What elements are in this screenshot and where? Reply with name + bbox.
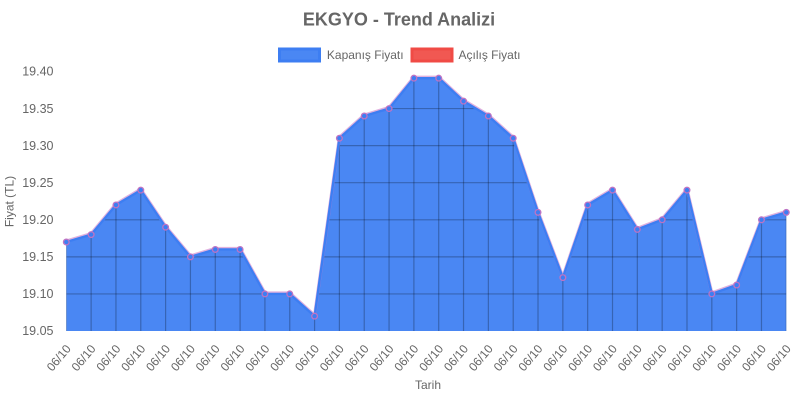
svg-text:06/10: 06/10 (640, 342, 670, 374)
svg-text:Kapanış Fiyatı: Kapanış Fiyatı (327, 48, 404, 62)
svg-text:19.35: 19.35 (22, 102, 53, 116)
svg-text:06/10: 06/10 (615, 342, 645, 374)
svg-text:06/10: 06/10 (143, 342, 173, 374)
svg-text:06/10: 06/10 (267, 342, 297, 374)
svg-text:19.40: 19.40 (22, 65, 53, 79)
svg-text:06/10: 06/10 (118, 342, 148, 374)
svg-text:19.15: 19.15 (22, 250, 53, 264)
svg-text:06/10: 06/10 (416, 342, 446, 374)
svg-text:06/10: 06/10 (292, 342, 322, 374)
svg-text:06/10: 06/10 (44, 342, 74, 374)
svg-text:Açılış Fiyatı: Açılış Fiyatı (459, 48, 521, 62)
svg-text:06/10: 06/10 (764, 342, 794, 374)
svg-text:06/10: 06/10 (242, 342, 272, 374)
svg-text:06/10: 06/10 (193, 342, 223, 374)
svg-text:06/10: 06/10 (664, 342, 694, 374)
svg-text:19.30: 19.30 (22, 139, 53, 153)
svg-text:06/10: 06/10 (565, 342, 595, 374)
svg-text:06/10: 06/10 (317, 342, 347, 374)
svg-text:06/10: 06/10 (689, 342, 719, 374)
svg-text:06/10: 06/10 (391, 342, 421, 374)
svg-text:06/10: 06/10 (590, 342, 620, 374)
svg-text:06/10: 06/10 (342, 342, 372, 374)
svg-text:19.25: 19.25 (22, 176, 53, 190)
svg-text:06/10: 06/10 (714, 342, 744, 374)
svg-text:06/10: 06/10 (540, 342, 570, 374)
svg-text:19.05: 19.05 (22, 324, 53, 338)
svg-text:06/10: 06/10 (491, 342, 521, 374)
svg-text:EKGYO - Trend Analizi: EKGYO - Trend Analizi (303, 10, 495, 30)
svg-text:06/10: 06/10 (466, 342, 496, 374)
svg-text:06/10: 06/10 (168, 342, 198, 374)
svg-text:06/10: 06/10 (93, 342, 123, 374)
svg-text:06/10: 06/10 (69, 342, 99, 374)
svg-text:Tarih: Tarih (415, 378, 441, 392)
svg-text:06/10: 06/10 (367, 342, 397, 374)
svg-text:06/10: 06/10 (218, 342, 248, 374)
svg-text:06/10: 06/10 (515, 342, 545, 374)
svg-text:19.10: 19.10 (22, 287, 53, 301)
svg-text:06/10: 06/10 (441, 342, 471, 374)
svg-text:06/10: 06/10 (739, 342, 769, 374)
svg-text:Fiyat (TL): Fiyat (TL) (3, 176, 17, 227)
svg-text:19.20: 19.20 (22, 213, 53, 227)
